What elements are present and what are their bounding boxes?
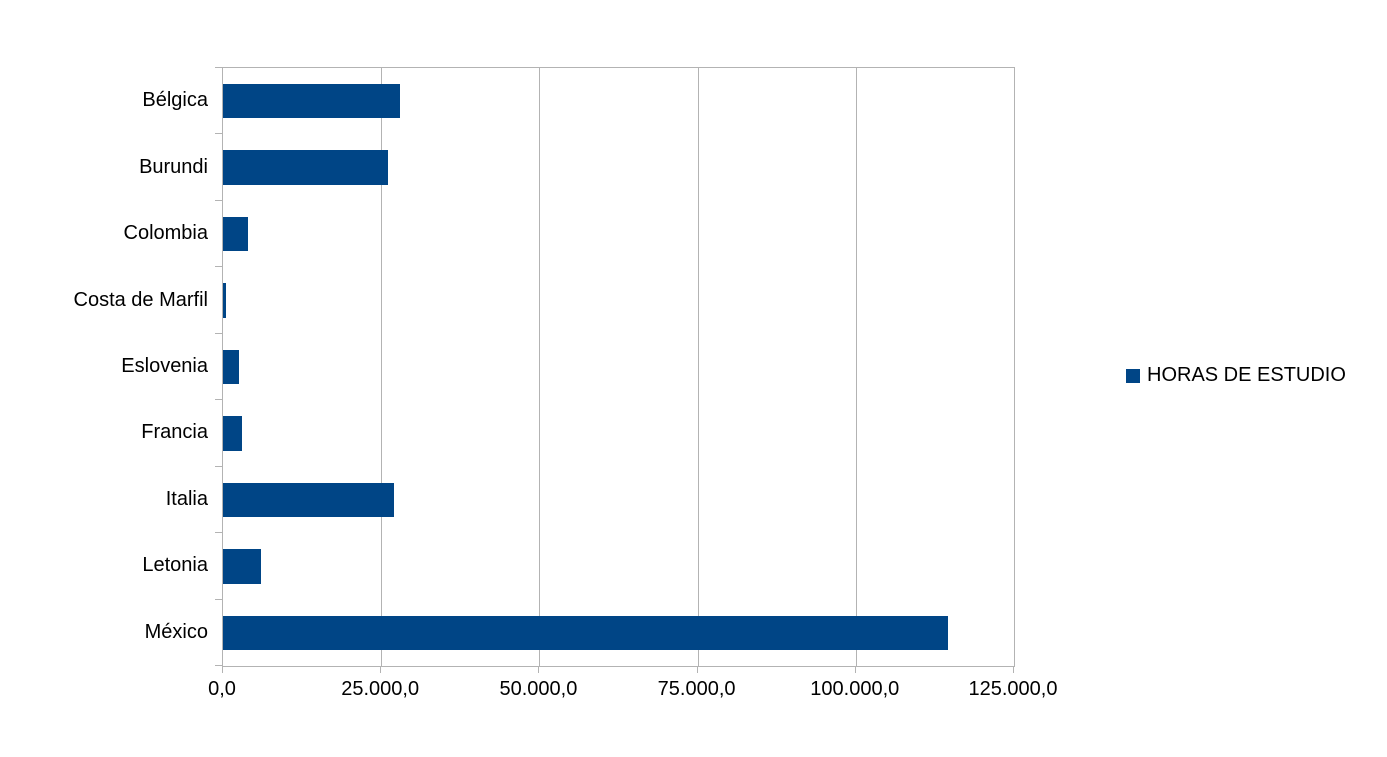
x-tick-label: 50.000,0: [499, 678, 578, 700]
bar-mexico: [223, 615, 948, 651]
x-tick-label: 25.000,0: [341, 678, 420, 700]
y-axis-tick: [215, 266, 223, 267]
plot-area: [222, 67, 1015, 667]
x-axis-tick: [1013, 666, 1014, 673]
vertical-gridline: [381, 68, 383, 666]
legend-color-swatch: [1126, 368, 1140, 383]
x-axis-tick: [222, 666, 223, 673]
category-label: Bélgica: [142, 89, 208, 112]
bar-letonia: [223, 549, 261, 584]
y-axis-tick: [215, 399, 223, 400]
x-tick-label: 75.000,0: [657, 678, 736, 700]
x-tick-label: 0,0: [208, 678, 236, 700]
bar-italia: [223, 482, 394, 518]
x-tick-label: 100.000,0: [810, 678, 900, 700]
category-label: Colombia: [123, 222, 208, 245]
category-label: Eslovenia: [121, 355, 208, 377]
y-axis-tick: [215, 532, 223, 533]
y-axis-tick: [215, 67, 223, 68]
category-label: Italia: [165, 487, 208, 510]
y-axis-tick: [215, 599, 223, 600]
category-label: Francia: [141, 421, 208, 444]
vertical-gridline: [539, 68, 541, 666]
category-label: México: [144, 620, 208, 643]
x-tick-label: 125.000,0: [968, 678, 1058, 700]
vertical-gridline: [855, 68, 857, 666]
bar-burundi: [223, 150, 388, 185]
x-axis-tick: [380, 666, 382, 673]
category-label: Letonia: [142, 554, 208, 577]
category-label: Burundi: [139, 155, 208, 178]
y-axis-tick: [215, 466, 223, 467]
bar-colombia: [223, 216, 249, 252]
x-axis-tick: [854, 666, 856, 673]
bar-costa-de-marfil: [223, 283, 227, 318]
x-axis-tick: [696, 666, 698, 673]
bar-francia: [223, 416, 242, 451]
bar-belgica: [223, 83, 401, 119]
category-label: Costa de Marfil: [73, 288, 209, 311]
y-axis-tick: [215, 133, 223, 134]
bar-eslovenia: [223, 349, 239, 385]
x-axis-tick: [538, 666, 540, 673]
y-axis-tick: [215, 200, 223, 201]
legend-label: HORAS DE ESTUDIO: [1147, 364, 1346, 386]
y-axis-tick: [215, 665, 223, 666]
legend: HORAS DE ESTUDIO: [1126, 364, 1346, 387]
y-axis-tick: [215, 333, 223, 334]
vertical-gridline: [697, 68, 699, 666]
